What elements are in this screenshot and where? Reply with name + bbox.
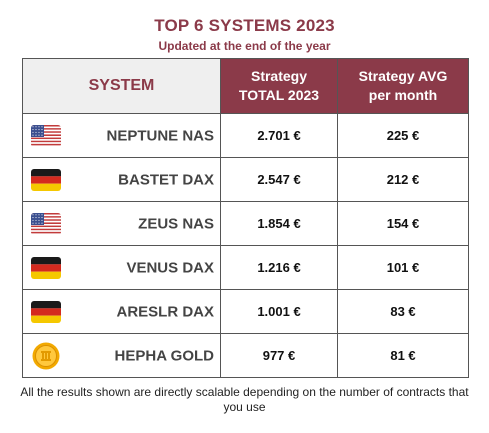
header-row: SYSTEM Strategy TOTAL 2023 Strategy AVG … (22, 58, 469, 114)
table-row: VENUS DAX 1.216 €101 € (22, 245, 469, 290)
header-strategy-total: Strategy TOTAL 2023 (220, 58, 338, 114)
header-avg-line2: per month (368, 87, 438, 103)
strategy-total-value: 1.854 € (220, 201, 338, 246)
table-row: HEPHA GOLD 977 €81 € (22, 333, 469, 378)
table-row: ZEUS NAS 1.854 €154 € (22, 201, 469, 246)
strategy-avg-value: 83 € (337, 289, 469, 334)
system-name: BASTET DAX (118, 171, 214, 188)
strategy-total-value: 977 € (220, 333, 338, 378)
system-cell: HEPHA GOLD (22, 333, 221, 378)
strategy-avg-value: 154 € (337, 201, 469, 246)
system-cell: ARESLR DAX (22, 289, 221, 334)
germany-flag-icon (31, 168, 61, 191)
footer-note: All the results shown are directly scala… (20, 385, 469, 414)
system-name: ZEUS NAS (138, 215, 214, 232)
us-flag-icon (31, 212, 61, 235)
table-row: BASTET DAX 2.547 €212 € (22, 157, 469, 202)
strategy-total-value: 2.701 € (220, 113, 338, 158)
system-name: VENUS DAX (126, 259, 214, 276)
table-row: NEPTUNE NAS 2.701 €225 € (22, 113, 469, 158)
system-cell: ZEUS NAS (22, 201, 221, 246)
page-title: TOP 6 SYSTEMS 2023 (154, 16, 335, 35)
system-name: ARESLR DAX (116, 303, 214, 320)
header-system: SYSTEM (22, 58, 221, 114)
germany-flag-icon (31, 300, 61, 323)
system-cell: BASTET DAX (22, 157, 221, 202)
strategy-avg-value: 225 € (337, 113, 469, 158)
strategy-total-value: 2.547 € (220, 157, 338, 202)
us-flag-icon (31, 124, 61, 147)
table-row: ARESLR DAX 1.001 €83 € (22, 289, 469, 334)
strategy-total-value: 1.216 € (220, 245, 338, 290)
header-avg-line1: Strategy AVG (358, 68, 448, 84)
strategy-avg-value: 81 € (337, 333, 469, 378)
systems-table: SYSTEM Strategy TOTAL 2023 Strategy AVG … (22, 58, 469, 378)
page-subtitle: Updated at the end of the year (158, 39, 331, 53)
header-strategy-avg: Strategy AVG per month (337, 58, 469, 114)
header-total-line2: TOTAL 2023 (238, 87, 320, 103)
strategy-avg-value: 212 € (337, 157, 469, 202)
system-cell: NEPTUNE NAS (22, 113, 221, 158)
system-name: HEPHA GOLD (114, 347, 214, 364)
header-total-line1: Strategy (250, 68, 308, 84)
system-name: NEPTUNE NAS (106, 127, 214, 144)
gold-coin-icon (32, 342, 60, 370)
germany-flag-icon (31, 256, 61, 279)
strategy-avg-value: 101 € (337, 245, 469, 290)
system-cell: VENUS DAX (22, 245, 221, 290)
strategy-total-value: 1.001 € (220, 289, 338, 334)
